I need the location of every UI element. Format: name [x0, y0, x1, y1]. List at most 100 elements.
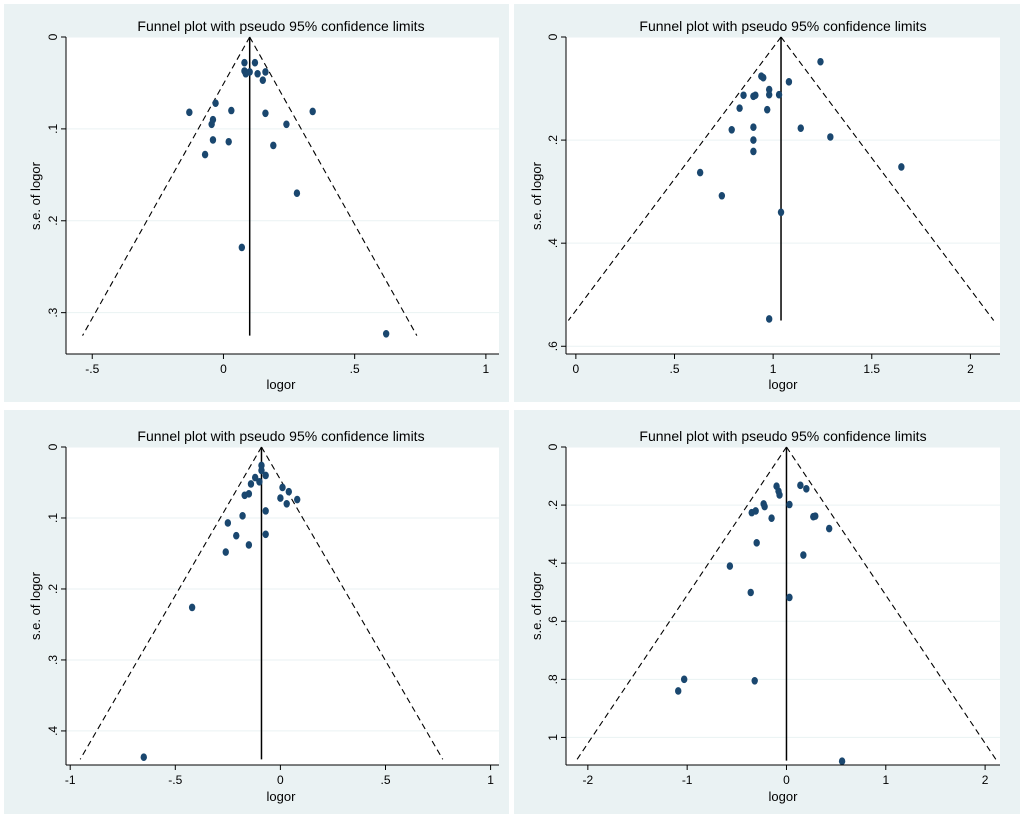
data-point [294, 495, 301, 504]
data-point [803, 485, 810, 493]
data-point [797, 124, 804, 133]
x-tick-label: -.5 [168, 773, 182, 787]
x-axis-label: logor [769, 789, 799, 804]
y-tick-label: 1 [546, 734, 560, 741]
chart-title: Funnel plot with pseudo 95% confidence l… [639, 428, 926, 444]
y-tick-label: .4 [546, 238, 560, 248]
data-point [222, 548, 229, 556]
data-point [224, 519, 232, 527]
data-point [752, 507, 759, 515]
data-point [228, 106, 235, 115]
data-point [785, 78, 793, 86]
data-point [283, 120, 290, 129]
data-point [760, 73, 767, 82]
x-tick-label: 1 [483, 362, 490, 376]
data-point [728, 125, 735, 134]
data-point [777, 208, 785, 217]
x-tick-label: .5 [380, 773, 390, 787]
x-tick-label: .5 [350, 362, 360, 376]
plot-area [566, 447, 1000, 765]
data-point [775, 90, 783, 99]
data-point [827, 133, 834, 141]
data-point [208, 120, 215, 129]
y-axis-label: s.e. of logor [28, 161, 43, 230]
data-point [696, 168, 704, 177]
funnel-plot-top-right: Funnel plot with pseudo 95% confidence l… [514, 4, 1020, 402]
data-point [309, 107, 316, 116]
data-point [247, 480, 255, 488]
data-point [238, 243, 246, 252]
x-tick-label: .5 [669, 362, 679, 376]
data-point [140, 753, 147, 761]
data-point [812, 512, 819, 520]
data-point [800, 551, 807, 559]
data-point [262, 68, 269, 76]
y-tick-label: .2 [546, 135, 560, 145]
y-tick-label: 0 [546, 443, 560, 450]
y-axis-label: s.e. of logor [529, 161, 544, 230]
x-tick-label: 0 [783, 773, 790, 787]
data-point [239, 512, 246, 520]
x-axis-label: logor [267, 377, 297, 392]
y-tick-label: .1 [46, 513, 60, 523]
x-tick-label: 0 [277, 773, 284, 787]
data-point [201, 150, 209, 159]
chart-title: Funnel plot with pseudo 95% confidence l… [137, 428, 424, 444]
data-point [254, 69, 261, 78]
data-point [293, 189, 301, 198]
plot-area [566, 37, 1000, 354]
x-tick-label: 2 [967, 362, 974, 376]
data-point [825, 524, 833, 533]
y-tick-label: .3 [46, 307, 60, 317]
y-tick-label: .4 [546, 558, 560, 568]
plot-area [66, 37, 499, 354]
data-point [768, 514, 775, 522]
data-point [209, 136, 217, 144]
y-tick-label: 0 [546, 33, 560, 40]
x-tick-label: -1 [65, 773, 76, 787]
x-tick-label: 1 [770, 362, 777, 376]
data-point [262, 507, 269, 515]
data-point [776, 491, 783, 499]
data-point [718, 191, 726, 200]
data-point [750, 136, 757, 144]
y-tick-label: .6 [546, 341, 560, 351]
data-point [279, 483, 286, 492]
data-point [747, 588, 754, 597]
data-point [262, 530, 269, 539]
data-point [262, 109, 269, 118]
y-tick-label: .3 [46, 655, 60, 665]
data-point [233, 531, 240, 540]
data-point [680, 675, 688, 684]
data-point [212, 99, 219, 107]
data-point [750, 123, 757, 132]
data-point [262, 471, 269, 480]
data-point [764, 105, 771, 114]
data-point [270, 141, 277, 150]
x-tick-label: 1.5 [863, 362, 880, 376]
data-point [761, 502, 768, 511]
y-tick-label: 0 [46, 33, 60, 40]
data-point [251, 58, 259, 67]
data-point [838, 757, 846, 766]
x-tick-label: -2 [583, 773, 594, 787]
x-tick-label: -.5 [85, 362, 99, 376]
y-tick-label: .2 [46, 584, 60, 594]
x-axis-label: logor [267, 789, 297, 804]
funnel-plot-bottom-left: Funnel plot with pseudo 95% confidence l… [4, 410, 509, 814]
ci-lower-line [567, 36, 782, 321]
data-point [750, 147, 757, 156]
data-point [256, 477, 263, 486]
chart-title: Funnel plot with pseudo 95% confidence l… [639, 18, 926, 34]
y-axis-label: s.e. of logor [28, 571, 43, 640]
data-point [786, 500, 793, 509]
ci-upper-line [786, 446, 998, 761]
data-point [241, 58, 248, 67]
data-point [241, 491, 248, 500]
data-point [765, 315, 773, 323]
ci-upper-line [249, 36, 418, 336]
y-tick-label: .1 [46, 124, 60, 134]
data-point [817, 57, 824, 66]
data-point [382, 329, 390, 338]
data-point [186, 108, 193, 117]
